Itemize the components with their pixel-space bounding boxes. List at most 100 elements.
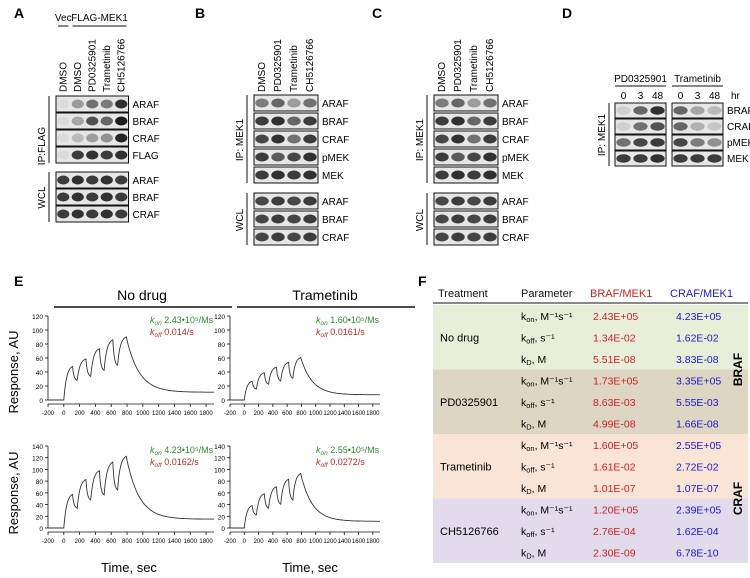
- x-tick-label: -200: [224, 411, 237, 417]
- koff-annotation: koff 0.014/s: [150, 327, 194, 339]
- band-label: BRAF: [322, 215, 349, 226]
- treatment-label: PD0325901: [440, 397, 498, 409]
- band-label: ARAF: [322, 197, 349, 208]
- panel-b-letter: B: [195, 5, 205, 21]
- panel-f-letter: F: [418, 273, 427, 289]
- value-braf: 1.01E-07: [593, 483, 636, 495]
- x-tick-label: 1800: [199, 539, 213, 545]
- x-tick-label: 1800: [366, 539, 380, 545]
- x-tick-label: 1400: [168, 411, 182, 417]
- x-tick-label: 1200: [152, 539, 166, 545]
- koff-annotation: koff 0.0161/s: [316, 327, 365, 339]
- table-header: Treatment: [438, 288, 488, 300]
- band-label: MEK: [322, 171, 344, 182]
- x-tick-label: 1200: [323, 411, 337, 417]
- value-braf: 2.30E-09: [593, 547, 636, 559]
- x-tick-label: 400: [268, 411, 279, 417]
- x-tick-label: 200: [75, 539, 86, 545]
- band-tram-pmek: [671, 134, 724, 151]
- wcl-label: WCL: [235, 208, 246, 231]
- table-block-3: CH5126766 kon, M⁻¹s⁻¹ 1.20E+05 2.39E+05 koff…: [433, 498, 748, 563]
- ip-band-pmek: [253, 148, 319, 166]
- group-tram: Trametinib: [674, 74, 721, 85]
- band-label: MEK: [502, 171, 524, 182]
- x-tick-label: 400: [268, 539, 279, 545]
- ylabel-bottom: Response, AU: [6, 451, 21, 534]
- y-tick-label: 140: [214, 444, 225, 451]
- band-label: CRAF: [322, 135, 349, 146]
- x-tick-label: 1600: [184, 411, 198, 417]
- y-tick-label: 0: [39, 398, 43, 405]
- x-tick-label: 0: [243, 411, 247, 417]
- wcl-band-craf: [433, 228, 499, 246]
- ip-band-braf: [55, 112, 129, 130]
- panel-c-letter: C: [372, 5, 382, 21]
- x-tick-label: 600: [106, 411, 117, 417]
- x-tick-label: 1200: [323, 539, 337, 545]
- y-tick-label: 100: [214, 467, 225, 474]
- value-craf: 1.66E-08: [676, 418, 719, 430]
- ip-band-braf: [433, 112, 499, 130]
- band-label: BRAF: [727, 106, 750, 117]
- koff-annotation: koff 0.0272/s: [316, 457, 365, 469]
- band-tram-craf: [671, 118, 724, 135]
- x-tick-label: 400: [90, 411, 101, 417]
- value-braf: 5.51E-08: [593, 354, 636, 366]
- side-label-craf: CRAF: [731, 482, 745, 515]
- y-tick-label: 20: [36, 514, 44, 521]
- x-tick-label: 600: [282, 539, 293, 545]
- timepoint: 3: [695, 91, 701, 102]
- ip-band-craf: [55, 129, 129, 147]
- value-craf: 2.72E-02: [676, 461, 719, 473]
- parameter-label: kon, M⁻¹s⁻¹: [521, 504, 573, 517]
- lane-label: PD0325901: [453, 39, 464, 92]
- wcl-band-braf: [55, 188, 129, 206]
- y-tick-label: 20: [218, 384, 226, 391]
- band-pd-braf: [614, 102, 667, 119]
- sensorgram-1: 0 20 40 60 80 100 120 -200 0 200 400 600 800 1000 1200…: [214, 314, 380, 417]
- timepoint: 0: [678, 91, 684, 102]
- ip-band-craf: [433, 130, 499, 148]
- band-label: MEK: [727, 154, 749, 165]
- lane-label: CH5126766: [305, 38, 316, 92]
- band-label: CRAF: [322, 233, 349, 244]
- x-tick-label: 1600: [184, 539, 198, 545]
- kon-annotation: kon 4.23•10⁵/Ms: [150, 445, 214, 457]
- ip-band-araf: [433, 94, 499, 112]
- table-header: CRAF/MEK1: [670, 288, 733, 300]
- x-tick-label: 1000: [136, 411, 150, 417]
- y-tick-label: 60: [36, 491, 44, 498]
- x-tick-label: 0: [243, 539, 247, 545]
- value-braf: 1.60E+05: [593, 440, 638, 452]
- lane-label: PD0325901: [273, 39, 284, 92]
- parameter-label: koff, s⁻¹: [521, 526, 555, 539]
- y-tick-label: 0: [221, 398, 225, 405]
- group-pd: PD0325901: [614, 74, 667, 85]
- value-craf: 3.83E-08: [676, 354, 719, 366]
- band-label: CRAF: [727, 122, 750, 133]
- value-braf: 2.43E+05: [593, 311, 638, 323]
- lane-label: Trametinib: [469, 45, 480, 92]
- lane-label: PD0325901: [87, 39, 98, 92]
- kon-annotation: kon 2.55•10⁵/Ms: [316, 445, 380, 457]
- value-craf: 1.62E-04: [676, 526, 719, 538]
- x-tick-label: 1600: [352, 411, 366, 417]
- wcl-band-araf: [253, 192, 319, 210]
- band-label: pMEK: [322, 153, 350, 164]
- ip-band-pmek: [433, 148, 499, 166]
- sensorgram-0: 0 20 40 60 80 100 120 -200 0 200 400 600 800 1000 1200…: [32, 314, 214, 417]
- x-tick-label: 800: [296, 411, 307, 417]
- parameter-label: koff, s⁻¹: [521, 461, 555, 474]
- kon-annotation: kon 2.43•10⁵/Ms: [150, 315, 214, 327]
- group-vec: Vec: [55, 13, 72, 24]
- y-tick-label: 0: [221, 526, 225, 533]
- band-pd-pmek: [614, 134, 667, 151]
- treatment-label: CH5126766: [440, 526, 499, 538]
- parameter-label: koff, s⁻¹: [521, 332, 555, 345]
- value-braf: 8.63E-03: [593, 397, 636, 409]
- y-tick-label: 60: [36, 356, 44, 363]
- x-tick-label: 1400: [338, 411, 352, 417]
- value-craf: 5.55E-03: [676, 397, 719, 409]
- y-tick-label: 100: [214, 328, 225, 335]
